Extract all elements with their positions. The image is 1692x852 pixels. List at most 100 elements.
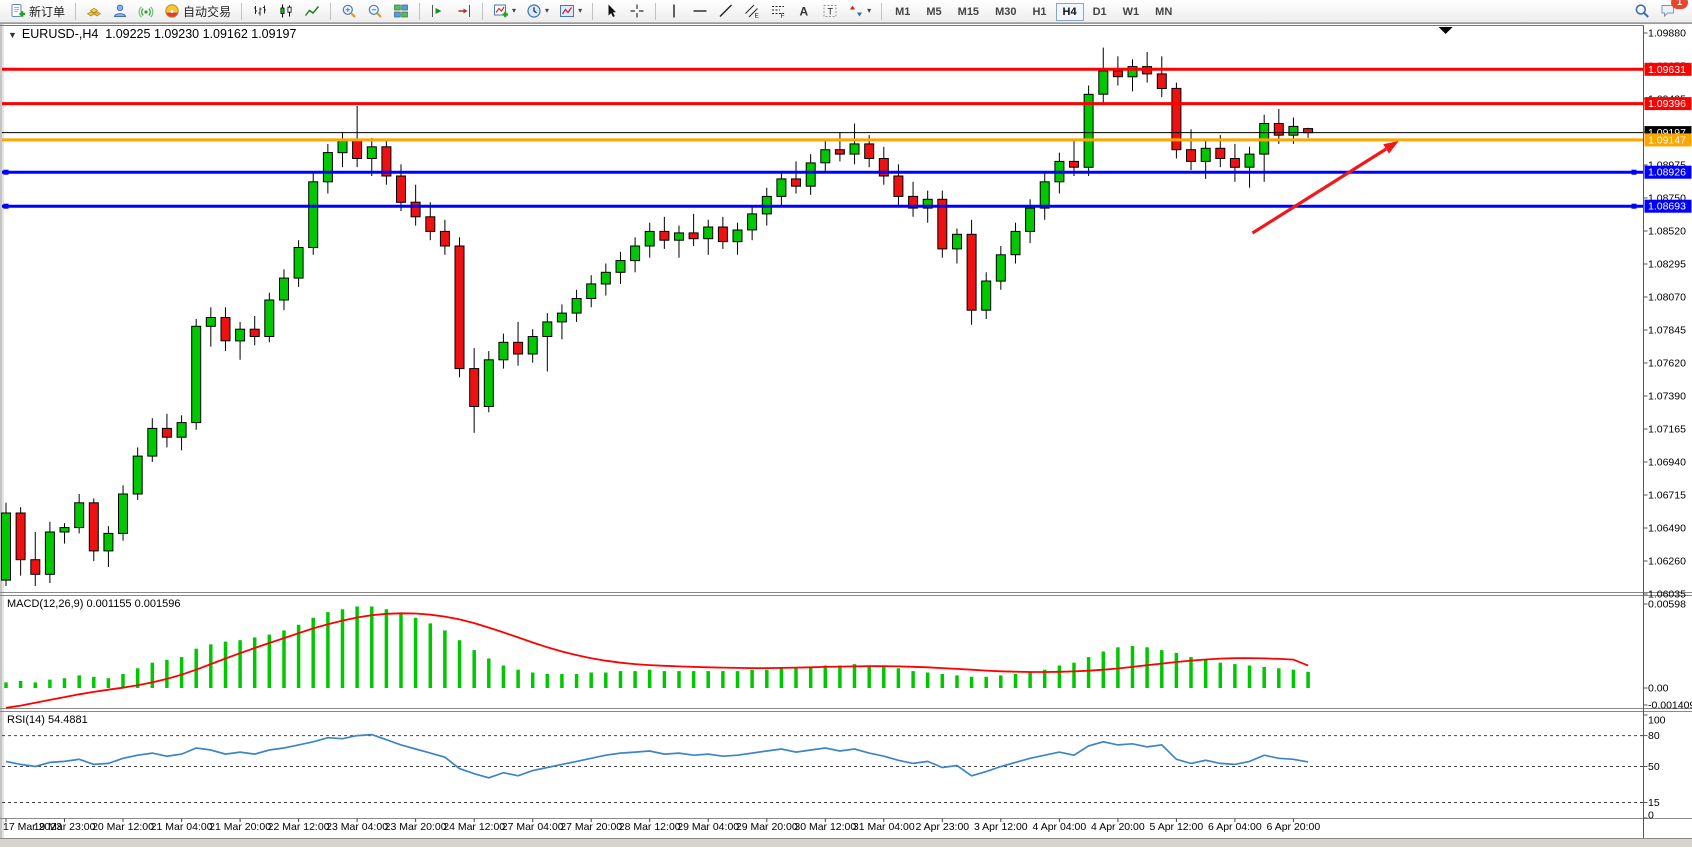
indicators-button[interactable]: ▾ [489, 1, 520, 21]
signals-button[interactable] [134, 1, 158, 21]
candle-body [1026, 208, 1035, 231]
candle-body [119, 494, 128, 533]
price-axis-tick: 1.06260 [1648, 556, 1686, 568]
profile-icon [112, 3, 128, 19]
timeframe-button-M5[interactable]: M5 [919, 3, 948, 21]
candle-body [162, 428, 171, 437]
market-watch-button[interactable] [82, 1, 106, 21]
line-drag-handle[interactable] [4, 170, 9, 175]
rsi-axis-tick: 0 [1648, 810, 1654, 822]
candle-body [982, 281, 991, 310]
search-icon [1634, 3, 1650, 19]
chart-shift-button[interactable] [452, 1, 476, 21]
trendline-button[interactable] [714, 1, 738, 21]
candle-body [631, 246, 640, 261]
horizontal-line-button[interactable] [688, 1, 712, 21]
notification-badge[interactable]: 1 [1671, 0, 1688, 9]
line-chart-icon [304, 3, 320, 19]
equidistant-channel-button[interactable]: E [740, 1, 764, 21]
candle-body [1011, 231, 1020, 254]
channel-icon: E [744, 3, 760, 19]
timeframe-button-M15[interactable]: M15 [951, 3, 986, 21]
chevron-down-icon: ▾ [545, 7, 549, 15]
timeframe-button-H4[interactable]: H4 [1056, 3, 1084, 21]
arrows-button[interactable]: ▾ [844, 1, 875, 21]
toolbar-separator [655, 3, 656, 20]
zoom-in-button[interactable] [337, 1, 361, 21]
price-axis-tick: 1.07165 [1648, 424, 1686, 436]
rsi-value: 54.4881 [48, 714, 88, 726]
crosshair-icon [629, 3, 645, 19]
auto-scroll-button[interactable] [426, 1, 450, 21]
svg-text:A: A [800, 5, 809, 19]
gold-bars-icon [86, 3, 102, 19]
candle-body [777, 179, 786, 197]
text-button[interactable]: A [792, 1, 816, 21]
date-label: 19 Mar 23:00 [34, 821, 96, 833]
tile-windows-button[interactable] [389, 1, 413, 21]
cursor-button[interactable] [599, 1, 623, 21]
candle-body [806, 163, 815, 186]
timeframe-button-M30[interactable]: M30 [988, 3, 1023, 21]
candle-body [953, 234, 962, 249]
clock-icon [526, 3, 542, 19]
macd-values: 0.001155 0.001596 [86, 598, 180, 610]
candle-body [338, 141, 347, 153]
candle-body [397, 176, 406, 202]
candle-body [60, 528, 69, 532]
timeframe-button-D1[interactable]: D1 [1086, 3, 1114, 21]
text-icon: A [796, 3, 812, 19]
autotrade-label: 自动交易 [183, 3, 231, 20]
price-line-label: 1.08926 [1648, 167, 1686, 179]
bar-chart-button[interactable] [248, 1, 272, 21]
candle-body [748, 214, 757, 230]
date-label: 22 Mar 12:00 [268, 821, 330, 833]
macd-axis-tick: 0.00598 [1648, 599, 1686, 611]
templates-button[interactable]: ▾ [555, 1, 586, 21]
line-chart-button[interactable] [300, 1, 324, 21]
periods-button[interactable]: ▾ [522, 1, 553, 21]
candle-body [484, 360, 493, 407]
chart-menu-icon[interactable]: ▼ [8, 30, 17, 40]
candle-body [294, 248, 303, 279]
price-axis-tick: 1.07845 [1648, 325, 1686, 337]
timeframe-button-M1[interactable]: M1 [888, 3, 917, 21]
candle-body [675, 233, 684, 240]
timeframe-button-MN[interactable]: MN [1148, 3, 1179, 21]
cursor-icon [603, 3, 619, 19]
zoom-out-button[interactable] [363, 1, 387, 21]
text-label-button[interactable]: T [818, 1, 842, 21]
search-button[interactable] [1630, 1, 1654, 21]
fibonacci-button[interactable]: F [766, 1, 790, 21]
date-label: 31 Mar 04:00 [853, 821, 915, 833]
date-label: 3 Apr 12:00 [974, 821, 1028, 833]
svg-text:E: E [755, 13, 760, 20]
macd-name: MACD(12,26,9) [7, 598, 83, 610]
price-axis-tick: 1.08070 [1648, 292, 1686, 304]
line-drag-handle[interactable] [1632, 170, 1637, 175]
vertical-line-button[interactable] [662, 1, 686, 21]
timeframe-button-H1[interactable]: H1 [1025, 3, 1053, 21]
chart-title: ▼EURUSD-,H4 1.09225 1.09230 1.09162 1.09… [8, 27, 296, 41]
line-drag-handle[interactable] [4, 204, 9, 209]
timeframe-button-W1[interactable]: W1 [1116, 3, 1147, 21]
candlestick-chart-button[interactable] [274, 1, 298, 21]
new-order-button[interactable]: 新订单 [6, 1, 69, 21]
candle-body [1187, 150, 1196, 162]
candle-body [455, 246, 464, 369]
line-drag-handle[interactable] [1632, 204, 1637, 209]
indicators-icon [493, 3, 509, 19]
candle-body [75, 503, 84, 528]
price-axis-tick: 1.07390 [1648, 391, 1686, 403]
autotrade-button[interactable]: 自动交易 [160, 1, 235, 21]
toolbar-separator [241, 3, 242, 20]
bar-chart-icon [252, 3, 268, 19]
candle-body [601, 272, 610, 284]
date-label: 21 Mar 04:00 [151, 821, 213, 833]
price-axis-tick: 1.07620 [1648, 358, 1686, 370]
crosshair-button[interactable] [625, 1, 649, 21]
profile-button[interactable] [108, 1, 132, 21]
